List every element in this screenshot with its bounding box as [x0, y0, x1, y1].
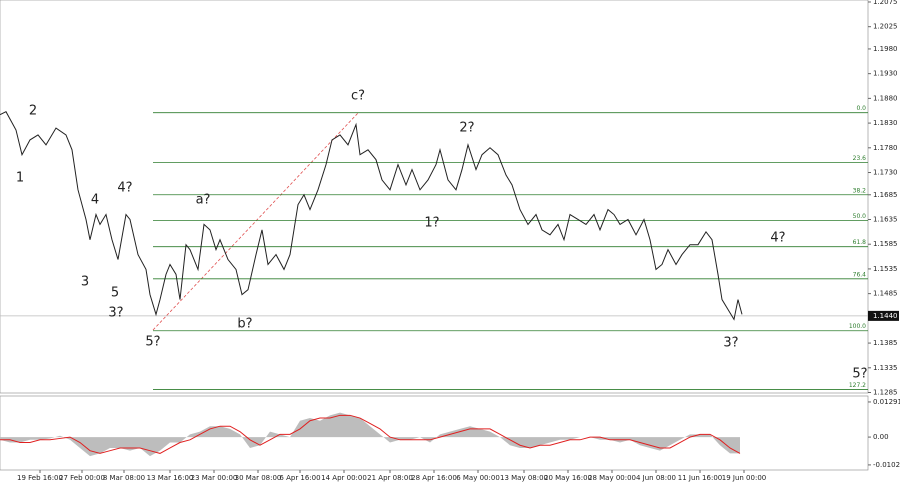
x-tick-label: 8 Mar 08:00	[103, 474, 145, 482]
wave-label: 1?	[424, 216, 439, 231]
y-tick-label: 1.1485	[873, 290, 898, 298]
y-tick-label: 1.1880	[873, 94, 898, 102]
wave-label: 5	[111, 286, 119, 301]
y-tick-label: 1.1535	[873, 265, 898, 273]
price-line	[0, 111, 743, 321]
y-tick-label: 1.1585	[873, 240, 898, 248]
signal-line	[0, 414, 741, 454]
fib-label: 38.2	[853, 187, 867, 194]
y-tick-label: 1.2025	[873, 23, 898, 31]
y-tick-label: 1.1980	[873, 45, 898, 53]
x-tick-label: 6 May 00:00	[456, 474, 500, 482]
fib-label: 127.2	[849, 382, 866, 389]
x-tick-label: 21 Apr 08:00	[367, 474, 413, 482]
wave-label: 4?	[117, 181, 132, 196]
x-tick-label: 19 Jun 00:00	[722, 474, 766, 482]
wave-label: a?	[196, 193, 211, 208]
fib-label: 76.4	[853, 271, 867, 278]
x-tick-label: 28 Apr 16:00	[411, 474, 457, 482]
y-tick-label: 1.1930	[873, 70, 898, 78]
oscillator-area	[0, 412, 740, 457]
wave-label: 5?	[145, 335, 160, 350]
wave-label: 5?	[852, 367, 867, 382]
wave-label: b?	[237, 317, 252, 332]
y-tick-label: 0.00	[873, 433, 889, 441]
fib-label: 61.8	[853, 239, 867, 246]
wave-label: 3?	[723, 336, 738, 351]
x-tick-label: 27 Feb 00:00	[59, 474, 105, 482]
y-tick-label: -0.01023	[873, 461, 900, 469]
fib-label: 23.6	[853, 155, 867, 162]
y-tick-label: 0.01291	[873, 398, 900, 406]
wave-label: 3?	[108, 306, 123, 321]
x-tick-label: 13 Mar 16:00	[147, 474, 194, 482]
wave-label: 4?	[770, 231, 785, 246]
fib-label: 100.0	[849, 323, 866, 330]
x-tick-label: 6 Apr 16:00	[279, 474, 320, 482]
fib-label: 50.0	[853, 213, 867, 220]
x-tick-label: 19 Feb 16:00	[17, 474, 63, 482]
y-tick-label: 1.1830	[873, 119, 898, 127]
indicator-panel	[0, 395, 869, 471]
x-tick-label: 4 Jun 08:00	[636, 474, 676, 482]
x-tick-label: 30 Mar 08:00	[235, 474, 282, 482]
x-tick-label: 28 May 00:00	[588, 474, 636, 482]
x-tick-label: 11 Jun 16:00	[678, 474, 722, 482]
y-tick-label: 1.1385	[873, 339, 898, 347]
x-tick-label: 13 May 08:00	[500, 474, 548, 482]
wave-label: 3	[81, 275, 89, 290]
y-tick-label: 1.1335	[873, 364, 898, 372]
y-tick-label: 1.1635	[873, 215, 898, 223]
y-tick-label: 1.1730	[873, 169, 898, 177]
current-price-label: 1.1440	[873, 312, 898, 320]
y-tick-label: 1.1285	[873, 389, 898, 397]
y-tick-label: 1.1685	[873, 191, 898, 199]
y-tick-label: 1.1780	[873, 144, 898, 152]
wave-label: 2	[29, 104, 37, 119]
x-tick-label: 23 Mar 00:00	[191, 474, 238, 482]
y-tick-label: 1.2075	[873, 0, 898, 6]
current-price-box	[868, 310, 899, 321]
wave-label: 2?	[459, 121, 474, 136]
wave-label: 4	[91, 193, 99, 208]
x-tick-label: 20 May 16:00	[544, 474, 592, 482]
wave-label: c?	[351, 89, 365, 104]
x-tick-label: 14 Apr 00:00	[321, 474, 367, 482]
wave-label: 1	[16, 171, 24, 186]
fib-label: 0.0	[856, 105, 866, 112]
main-panel	[0, 0, 869, 394]
